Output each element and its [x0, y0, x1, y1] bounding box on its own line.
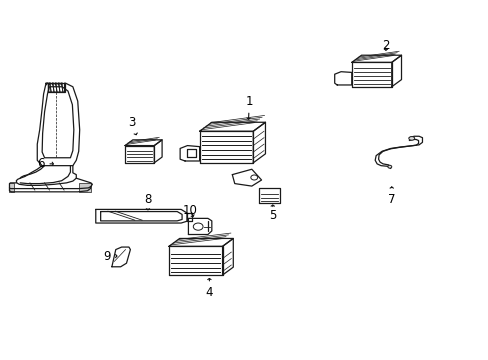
Polygon shape	[188, 219, 211, 234]
Polygon shape	[180, 145, 199, 161]
Circle shape	[250, 175, 257, 180]
Polygon shape	[16, 166, 76, 185]
Text: 2: 2	[382, 39, 389, 52]
Polygon shape	[222, 238, 233, 275]
Text: 9: 9	[103, 249, 117, 262]
Bar	[79, 183, 91, 192]
Text: 1: 1	[245, 95, 253, 119]
Ellipse shape	[408, 136, 414, 140]
Polygon shape	[334, 72, 351, 85]
Ellipse shape	[387, 165, 391, 168]
Polygon shape	[168, 238, 233, 246]
Bar	[48, 83, 64, 92]
Polygon shape	[351, 62, 391, 87]
Polygon shape	[391, 55, 401, 87]
Polygon shape	[9, 186, 91, 192]
Polygon shape	[9, 178, 92, 189]
Text: 8: 8	[144, 193, 151, 210]
Polygon shape	[125, 140, 162, 145]
Polygon shape	[125, 145, 154, 163]
Polygon shape	[199, 131, 253, 163]
Polygon shape	[253, 122, 265, 163]
Text: 6: 6	[37, 157, 53, 170]
Polygon shape	[112, 247, 130, 267]
Polygon shape	[351, 55, 401, 62]
Polygon shape	[232, 169, 261, 186]
Polygon shape	[154, 140, 162, 163]
Polygon shape	[168, 246, 222, 275]
Polygon shape	[37, 83, 80, 166]
Text: 7: 7	[387, 187, 395, 206]
Text: 3: 3	[128, 116, 137, 135]
Circle shape	[193, 223, 203, 230]
Polygon shape	[259, 188, 279, 203]
Text: 5: 5	[268, 205, 276, 222]
Polygon shape	[96, 210, 186, 223]
Polygon shape	[199, 122, 265, 131]
Text: 4: 4	[205, 279, 213, 300]
Bar	[9, 183, 14, 192]
Text: 10: 10	[182, 204, 197, 217]
